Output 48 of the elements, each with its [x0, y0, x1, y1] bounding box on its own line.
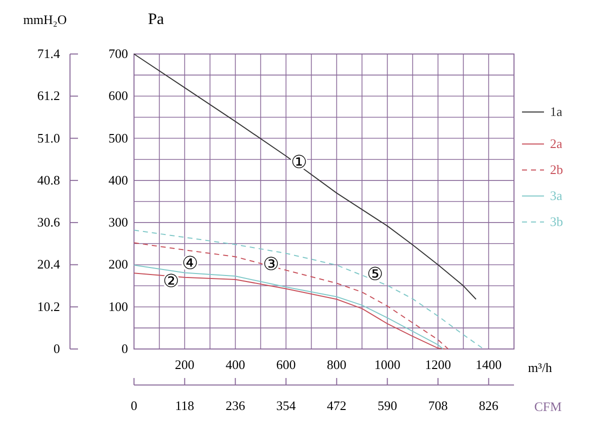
y-tick-label: 400: [108, 172, 128, 188]
x2-tick-label: 0: [130, 398, 138, 413]
legend-label: 1a: [550, 104, 562, 119]
annotation: ②: [163, 271, 179, 291]
x2-tick-label: 354: [276, 398, 296, 413]
y-tick-label: 500: [108, 130, 128, 146]
y-axis-title: Pa: [148, 11, 164, 28]
x-tick-label: 400: [226, 357, 246, 372]
legend-label: 2b: [550, 162, 563, 177]
y-tick-label: 200: [108, 256, 128, 272]
x-tick-label: 800: [326, 357, 346, 372]
y2-tick-label: 0: [54, 341, 60, 356]
y-tick-label: 700: [108, 46, 128, 61]
x-tick-label: 1000: [374, 357, 400, 372]
y2-tick-label: 10.2: [37, 298, 60, 314]
y-tick-label: 600: [108, 88, 128, 104]
x2-tick-label: 118: [175, 398, 194, 413]
x-tick-label: 1200: [425, 357, 451, 372]
y2-tick-label: 61.2: [37, 88, 60, 104]
annotation: ⑤: [367, 264, 383, 284]
annotation: ④: [182, 253, 198, 273]
x2-axis-title: CFM: [534, 399, 562, 414]
legend-label: 3b: [550, 214, 563, 229]
y2-tick-label: 51.0: [37, 130, 60, 146]
x-axis-title: m³/h: [528, 360, 553, 375]
line-series: [134, 230, 484, 350]
x-tick-label: 200: [174, 357, 194, 372]
x2-tick-label: 826: [478, 398, 499, 413]
annotation: ①: [291, 152, 307, 172]
x2-tick-label: 590: [378, 398, 398, 413]
x-tick-label: 600: [276, 357, 296, 372]
x2-tick-label: 472: [326, 398, 346, 413]
legend-label: 3a: [550, 188, 562, 203]
y-tick-label: 100: [108, 298, 128, 314]
x2-tick-label: 236: [226, 398, 246, 413]
x-tick-label: 1400: [476, 357, 502, 372]
y2-tick-label: 71.4: [37, 46, 60, 61]
y2-tick-label: 30.6: [37, 214, 60, 230]
y2-axis-title: mmH₂O: [23, 12, 67, 27]
y2-tick-label: 40.8: [37, 172, 60, 188]
legend-label: 2a: [550, 136, 562, 151]
line-series: [134, 242, 449, 350]
y2-tick-label: 20.4: [37, 256, 60, 272]
line-series: [134, 54, 476, 300]
y-tick-label: 300: [108, 214, 128, 230]
x2-tick-label: 708: [428, 398, 448, 413]
annotation: ③: [263, 254, 279, 274]
y-tick-label: 0: [122, 341, 128, 356]
